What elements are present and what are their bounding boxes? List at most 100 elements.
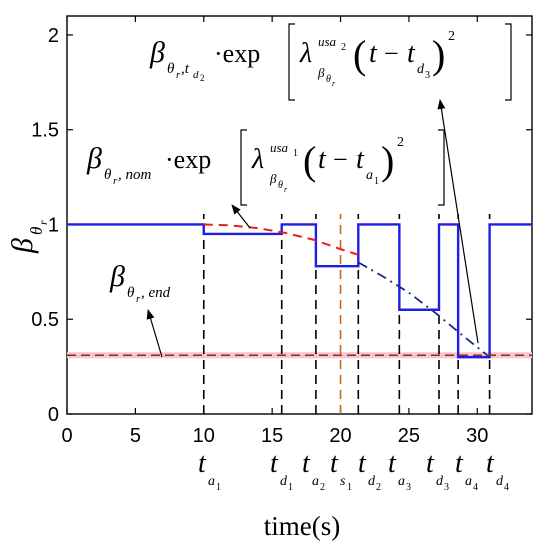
label-td3: td 3 <box>426 448 449 493</box>
y-tick-label: 0.5 <box>31 309 59 331</box>
svg-text:θ: θ <box>278 180 283 191</box>
svg-text:θ: θ <box>104 167 112 183</box>
svg-text:(: ( <box>303 138 316 183</box>
svg-text:a: a <box>465 474 472 489</box>
svg-text:1: 1 <box>293 148 298 159</box>
svg-text:t: t <box>455 448 464 479</box>
svg-text:3: 3 <box>425 70 430 81</box>
x-tick-label: 25 <box>398 425 420 447</box>
svg-text:β: β <box>86 142 102 175</box>
svg-text:1: 1 <box>347 482 352 493</box>
label-td4: td 4 <box>486 448 509 493</box>
label-ta3: ta 3 <box>388 448 411 493</box>
svg-text:θ: θ <box>27 227 46 235</box>
annotation-decay-equation: β θ r ,t d 2 ·exp λ usa 2 β θ r ( t − t … <box>149 23 512 101</box>
svg-text:λ: λ <box>251 144 264 175</box>
svg-text:3: 3 <box>444 482 449 493</box>
svg-text:2: 2 <box>397 135 404 150</box>
x-tick-label: 0 <box>61 425 72 447</box>
svg-text:r: r <box>332 79 336 88</box>
x-tick-label: 20 <box>329 425 351 447</box>
svg-text:r: r <box>113 175 118 187</box>
y-tick-label: 2 <box>48 25 59 47</box>
svg-text:t: t <box>330 448 339 479</box>
series-step <box>67 223 532 359</box>
svg-text:d: d <box>496 474 504 489</box>
svg-text:t: t <box>358 448 367 479</box>
svg-text:2: 2 <box>320 482 325 493</box>
svg-text:r: r <box>176 69 181 81</box>
svg-text:θ: θ <box>127 285 135 301</box>
svg-text:3: 3 <box>406 482 411 493</box>
svg-text:1: 1 <box>216 482 221 493</box>
svg-text:usa: usa <box>318 34 337 49</box>
label-td1: td 1 <box>270 448 293 493</box>
svg-text:β: β <box>149 36 165 69</box>
series-layer <box>67 223 532 359</box>
svg-text:r: r <box>284 185 288 194</box>
svg-text:β: β <box>317 65 325 80</box>
svg-text:,t: ,t <box>181 61 190 77</box>
label-ta4: ta 4 <box>455 448 478 493</box>
svg-text:a: a <box>366 168 373 183</box>
svg-text:θ: θ <box>326 74 331 85</box>
plot-frame <box>66 15 533 415</box>
svg-text:4: 4 <box>473 482 478 493</box>
x-tick-label: 10 <box>193 425 215 447</box>
svg-text:β: β <box>269 171 277 186</box>
svg-text:1: 1 <box>288 482 293 493</box>
svg-text:usa: usa <box>270 140 289 155</box>
svg-text:t: t <box>318 144 327 175</box>
label-ts1: ts 1 <box>330 448 352 493</box>
svg-text:d: d <box>193 69 199 81</box>
svg-text:(: ( <box>353 32 366 77</box>
svg-text:2: 2 <box>200 73 205 83</box>
svg-text:d: d <box>436 474 444 489</box>
svg-text:a: a <box>312 474 319 489</box>
svg-text:2: 2 <box>376 482 381 493</box>
label-ta1: ta 1 <box>198 448 221 493</box>
svg-text:, nom: , nom <box>118 167 152 183</box>
time-labels: ta 1 td 1 ta 2 ts 1 td 2 ta 3 td 3 ta 4 td 4 <box>198 448 509 493</box>
svg-text:s: s <box>340 474 346 489</box>
svg-text:t: t <box>486 448 495 479</box>
series-decay-curve <box>357 261 491 358</box>
svg-text:d: d <box>280 474 288 489</box>
svg-text:a: a <box>208 474 215 489</box>
svg-text:t: t <box>426 448 435 479</box>
arrow-end <box>146 309 163 358</box>
x-tick-label: 15 <box>261 425 283 447</box>
label-td2: td 2 <box>358 448 381 493</box>
y-axis-label: β θ r <box>6 220 50 254</box>
svg-text:β: β <box>6 238 39 254</box>
svg-text:2: 2 <box>341 42 346 53</box>
svg-text:t: t <box>388 448 397 479</box>
y-tick-label: 0 <box>48 404 59 426</box>
svg-text:4: 4 <box>504 482 509 493</box>
svg-text:λ: λ <box>299 38 312 69</box>
y-tick-label: 1.5 <box>31 120 59 142</box>
svg-text:2: 2 <box>448 29 455 44</box>
x-axis-label: time(s) <box>264 511 340 541</box>
label-ta2: ta 2 <box>302 448 325 493</box>
svg-text:r: r <box>136 293 141 305</box>
y-tick-label: 1 <box>48 214 59 236</box>
tick-layer: 0 5 10 15 20 25 30 0 0.5 1 1.5 2 <box>31 16 532 447</box>
arrow-decay <box>437 99 479 344</box>
svg-text:β: β <box>109 260 125 293</box>
svg-text:·exp: ·exp <box>214 39 260 68</box>
x-tick-label: 30 <box>466 425 488 447</box>
svg-text:−: − <box>384 39 399 68</box>
svg-text:−: − <box>333 145 348 174</box>
svg-text:θ: θ <box>167 61 175 77</box>
svg-text:): ) <box>432 32 445 77</box>
annotation-end-label: β θ r , end <box>109 260 171 305</box>
annotation-nominal-equation: β θ r , nom ·exp λ usa 1 β θ r ( t − t a… <box>86 129 445 206</box>
arrow-nominal <box>231 204 251 229</box>
svg-text:d: d <box>417 62 425 77</box>
svg-text:1: 1 <box>374 176 379 187</box>
svg-text:d: d <box>368 474 376 489</box>
svg-text:·exp: ·exp <box>165 145 211 174</box>
svg-text:, end: , end <box>141 285 171 301</box>
